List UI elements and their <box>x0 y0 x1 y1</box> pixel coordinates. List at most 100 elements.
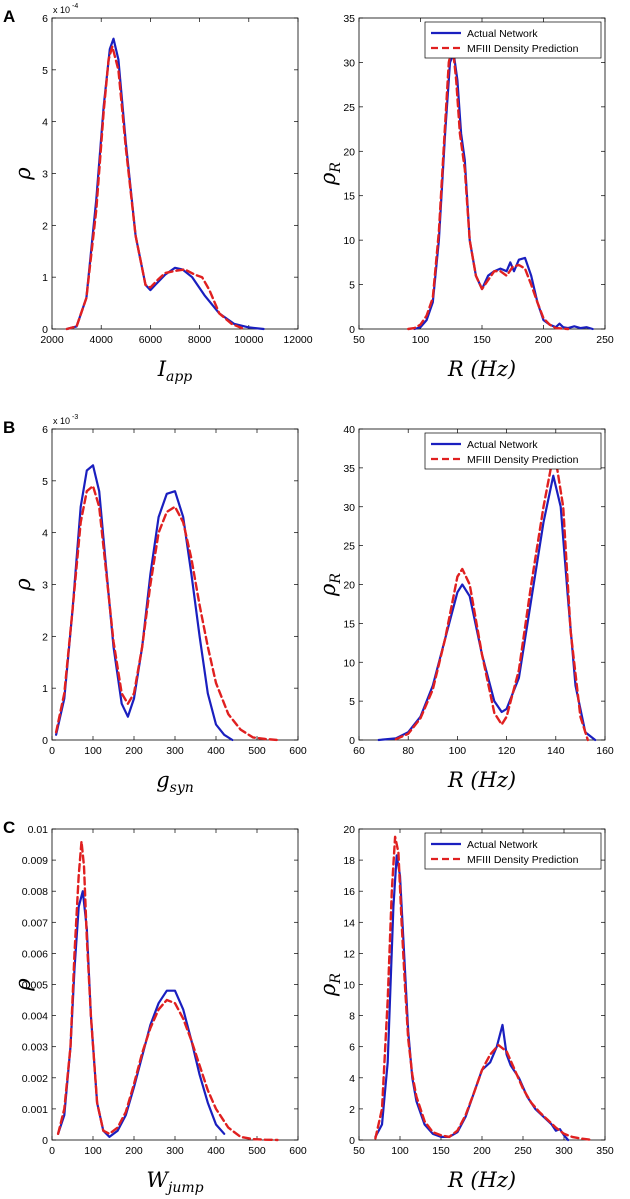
x-tick-label: 250 <box>596 334 614 346</box>
x-tick-label: 350 <box>596 1145 614 1157</box>
y-tick-label: 0 <box>42 735 48 747</box>
legend-entry: MFIII Density Prediction <box>467 854 579 866</box>
y-tick-label: 18 <box>343 855 355 867</box>
x-axis-label-main: R (Hz) <box>447 768 516 792</box>
y-tick-label: 0.004 <box>22 1011 48 1023</box>
y-tick-label: 35 <box>343 13 355 25</box>
y-tick-label: 20 <box>343 580 355 592</box>
x-tick-label: 4000 <box>90 334 114 346</box>
y-axis-label-main: ρ <box>316 983 340 997</box>
x-tick-label: 100 <box>449 745 467 757</box>
y-tick-label: 35 <box>343 463 355 475</box>
x-tick-label: 50 <box>353 334 365 346</box>
x-tick-label: 0 <box>49 745 55 757</box>
x-tick-label: 8000 <box>188 334 212 346</box>
y-tick-label: 0.01 <box>28 824 49 836</box>
y-tick-label: 0.009 <box>22 855 48 867</box>
y-tick-label: 0.008 <box>22 886 48 898</box>
series-line-mfiii-prediction <box>374 835 594 1142</box>
x-axis-label-main: W <box>146 1168 170 1192</box>
x-tick-label: 12000 <box>283 334 312 346</box>
y-axis-label-main: ρ <box>11 978 35 992</box>
x-tick-label: 160 <box>596 745 614 757</box>
y-tick-label: 5 <box>349 696 355 708</box>
x-tick-label: 300 <box>555 1145 573 1157</box>
legend-entry: Actual Network <box>467 439 538 451</box>
y-tick-label: 0.001 <box>22 1104 48 1116</box>
x-axis-label: R (Hz) <box>447 768 516 792</box>
y-tick-label: 15 <box>343 191 355 203</box>
x-axis-label: Wjump <box>146 1168 203 1196</box>
series-line-actual-network <box>65 37 265 331</box>
y-tick-label: 0.007 <box>22 917 48 929</box>
y-tick-label: 40 <box>343 424 355 436</box>
y-tick-label: 25 <box>343 541 355 553</box>
x-tick-label: 500 <box>248 1145 266 1157</box>
x-tick-label: 600 <box>289 1145 307 1157</box>
y-axis-label-subscript: R <box>328 573 344 585</box>
y-axis-label-subscript: R <box>328 162 344 174</box>
x-tick-label: 140 <box>547 745 565 757</box>
chart-1: 2000 4000 6000 8000 10000 12000 0 1 2 3 4 5 6 x 10 -4 I… <box>11 3 313 385</box>
series-line-mfiii-prediction <box>394 458 589 742</box>
legend-entry: MFIII Density Prediction <box>467 454 579 466</box>
x-axis-label-subscript: syn <box>170 780 194 796</box>
x-tick-label: 200 <box>535 334 553 346</box>
y-axis-label: ρR <box>316 573 344 597</box>
y-tick-label: 20 <box>343 824 355 836</box>
legend: Actual Network MFIII Density Prediction <box>424 21 602 59</box>
x-tick-label: 600 <box>289 745 307 757</box>
x-axis-label-subscript: jump <box>165 1180 204 1196</box>
x-tick-label: 6000 <box>139 334 163 346</box>
y-axis-label-main: ρ <box>11 578 35 592</box>
y-axis-label: ρ <box>11 578 35 592</box>
x-tick-label: 200 <box>473 1145 491 1157</box>
y-axis-label: ρR <box>316 973 344 997</box>
y-axis-label: ρ <box>11 167 35 181</box>
x-tick-label: 50 <box>353 1145 365 1157</box>
chart-2: 50 100 150 200 250 0 5 10 15 20 25 30 35 R (Hz) ρR Actu… <box>316 13 614 381</box>
y-tick-label: 30 <box>343 57 355 69</box>
x-tick-label: 0 <box>49 1145 55 1157</box>
y-tick-label: 10 <box>343 980 355 992</box>
y-tick-label: 6 <box>349 1042 355 1054</box>
legend-entry: MFIII Density Prediction <box>467 43 579 55</box>
y-tick-label: 2 <box>42 631 48 643</box>
legend-entry: Actual Network <box>467 839 538 851</box>
x-axis-label-main: R (Hz) <box>447 357 516 381</box>
y-axis-label-main: ρ <box>11 167 35 181</box>
panel-label-c: C <box>3 818 15 837</box>
x-tick-label: 2000 <box>40 334 64 346</box>
x-tick-label: 150 <box>432 1145 450 1157</box>
x-axis-label-main: I <box>157 357 167 381</box>
series-line-mfiii-prediction <box>65 45 246 331</box>
legend-box <box>424 21 602 59</box>
panel-label-a: A <box>3 7 15 26</box>
y-tick-label: 12 <box>343 948 355 960</box>
y-tick-label: 2 <box>42 220 48 232</box>
y-axis-label-main: ρ <box>316 172 340 186</box>
y-multiplier: x 10 <box>53 5 70 15</box>
y-tick-label: 0 <box>42 324 48 336</box>
y-tick-label: 5 <box>349 280 355 292</box>
y-tick-label: 6 <box>42 424 48 436</box>
x-tick-label: 150 <box>473 334 491 346</box>
y-tick-label: 16 <box>343 886 355 898</box>
x-tick-label: 100 <box>412 334 430 346</box>
y-tick-label: 0.003 <box>22 1042 48 1054</box>
x-tick-label: 400 <box>207 745 225 757</box>
y-tick-label: 15 <box>343 618 355 630</box>
x-tick-label: 200 <box>125 745 143 757</box>
y-tick-label: 0.006 <box>22 948 48 960</box>
x-tick-label: 400 <box>207 1145 225 1157</box>
y-tick-label: 6 <box>42 13 48 25</box>
series-line-mfiii-prediction <box>56 840 279 1142</box>
series-line-mfiii-prediction <box>54 484 279 742</box>
y-tick-label: 10 <box>343 235 355 247</box>
y-tick-label: 0 <box>349 735 355 747</box>
x-tick-label: 500 <box>248 745 266 757</box>
chart-5: 0 100 200 300 400 500 600 0 0.001 0.002 0.003 0.004… <box>11 824 307 1196</box>
x-tick-label: 60 <box>353 745 365 757</box>
y-tick-label: 0 <box>349 324 355 336</box>
y-tick-label: 3 <box>42 580 48 592</box>
